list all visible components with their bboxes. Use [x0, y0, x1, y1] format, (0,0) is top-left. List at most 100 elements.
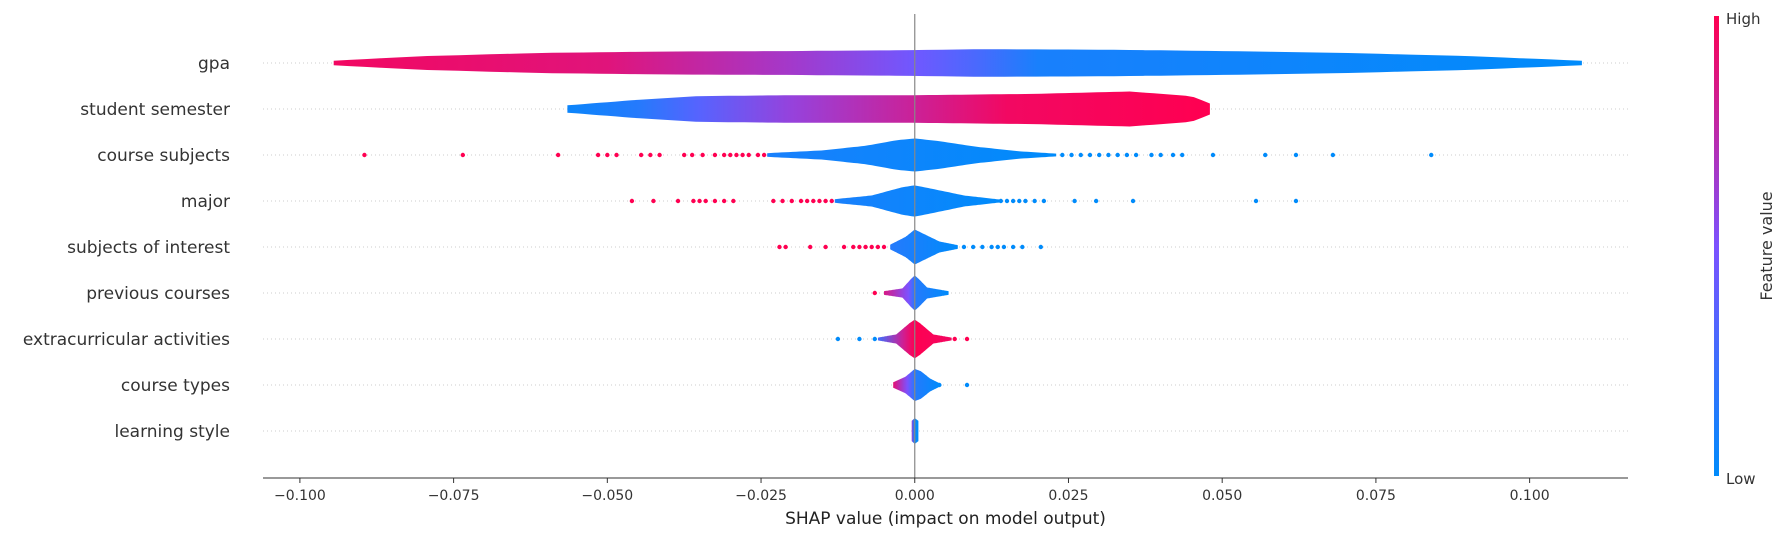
data-point [460, 152, 466, 158]
data-point [817, 198, 822, 204]
data-point [1429, 152, 1434, 158]
data-point [1004, 198, 1010, 204]
data-point [648, 152, 653, 158]
x-tick-label: 0.075 [1356, 488, 1396, 504]
x-tick-label: −0.100 [274, 488, 326, 504]
data-point [755, 152, 761, 158]
feature-label: student semester [80, 100, 230, 120]
data-point [771, 198, 776, 204]
feature-label: major [181, 192, 230, 212]
data-point [872, 336, 877, 342]
data-point [1149, 152, 1154, 158]
data-point [721, 152, 727, 158]
data-point [989, 244, 994, 250]
data-point [980, 244, 985, 250]
violin-shape [884, 275, 949, 311]
data-point [964, 382, 970, 388]
data-point [746, 152, 751, 158]
data-point [1210, 152, 1216, 158]
data-point [1115, 152, 1120, 158]
data-point [657, 152, 662, 158]
feature-label: previous courses [86, 284, 230, 304]
data-point [777, 244, 782, 250]
x-axis-label: SHAP value (impact on model output) [785, 509, 1106, 529]
violin-shape [890, 229, 958, 265]
data-point [1041, 198, 1047, 204]
data-point [1017, 198, 1022, 204]
data-point [731, 198, 736, 204]
data-point [721, 198, 727, 204]
data-point [1158, 152, 1163, 158]
x-tick-label: 0.000 [895, 488, 935, 504]
data-point [964, 336, 970, 342]
data-point [1106, 152, 1111, 158]
data-point [740, 152, 745, 158]
colorbar: High Low Feature value [1714, 10, 1776, 488]
data-point [1023, 198, 1028, 204]
data-point [998, 198, 1004, 204]
data-point [789, 198, 794, 204]
data-point [937, 382, 942, 388]
data-point [1020, 244, 1025, 250]
data-point [952, 336, 957, 342]
data-point [761, 152, 767, 158]
data-point [783, 244, 788, 250]
feature-row: major [181, 185, 1628, 217]
feature-row: learning style [114, 418, 1628, 444]
feature-row: course types [121, 369, 1628, 401]
data-point [872, 290, 877, 296]
data-point [823, 198, 828, 204]
data-point [614, 152, 619, 158]
x-tick-label: 0.050 [1202, 488, 1242, 504]
data-point [689, 152, 695, 158]
colorbar-title: Feature value [1757, 191, 1776, 300]
data-point [651, 198, 656, 204]
data-point [1001, 244, 1007, 250]
data-point [555, 152, 561, 158]
data-point [1072, 198, 1077, 204]
data-point [712, 198, 718, 204]
data-point [703, 198, 708, 204]
feature-label: subjects of interest [67, 238, 230, 258]
data-point [995, 244, 1000, 250]
colorbar-high-label: High [1726, 10, 1760, 28]
feature-label: learning style [114, 422, 230, 442]
data-point [605, 152, 610, 158]
data-point [1010, 198, 1016, 204]
data-point [1069, 152, 1074, 158]
data-point [851, 244, 856, 250]
data-point [1124, 152, 1130, 158]
data-point [841, 244, 847, 250]
data-point [681, 152, 687, 158]
feature-label: gpa [198, 54, 230, 74]
x-axis: −0.100 −0.075 −0.050 −0.025 0.000 0.025 0.050 0… [263, 477, 1628, 504]
feature-row: previous courses [86, 275, 1628, 311]
feature-label: course types [121, 376, 230, 396]
data-point [1330, 152, 1336, 158]
data-point [823, 244, 828, 250]
x-tick-label: −0.025 [735, 488, 787, 504]
data-point [595, 152, 601, 158]
data-point [1253, 198, 1259, 204]
violin-shape [567, 91, 1210, 127]
violin-shape [893, 369, 940, 401]
data-point [1133, 152, 1139, 158]
data-point [1293, 152, 1299, 158]
data-point [1032, 198, 1037, 204]
data-point [362, 152, 367, 158]
data-point [1038, 244, 1044, 250]
feature-row: student semester [80, 91, 1628, 127]
violin-shape [834, 185, 1001, 217]
data-point [1180, 152, 1185, 158]
data-point [1170, 152, 1176, 158]
data-point [857, 336, 862, 342]
data-point [970, 244, 976, 250]
x-tick-label: −0.050 [581, 488, 633, 504]
data-point [1263, 152, 1268, 158]
data-point [1097, 152, 1102, 158]
data-point [638, 152, 644, 158]
colorbar-gradient [1714, 16, 1719, 476]
data-point [857, 244, 862, 250]
data-point [869, 244, 874, 250]
